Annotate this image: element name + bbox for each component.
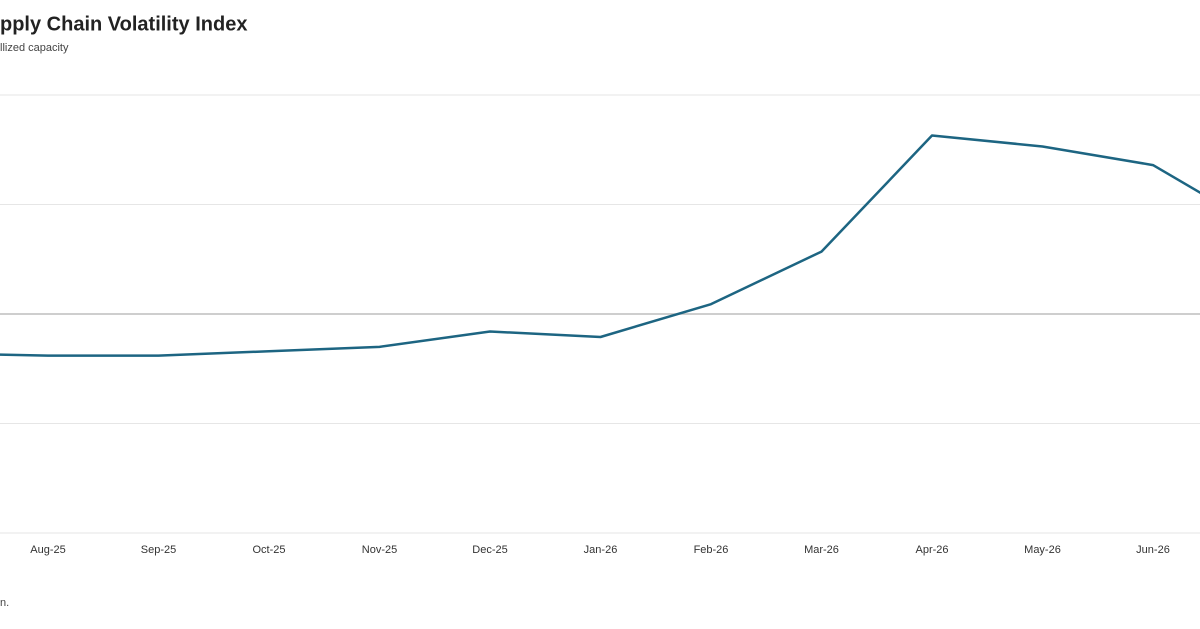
- x-tick-label: Sep-25: [141, 544, 176, 556]
- x-tick-label: Oct-25: [252, 544, 285, 556]
- x-tick-label: Jan-26: [584, 544, 618, 556]
- chart-subtitle: llized capacity: [0, 42, 69, 54]
- x-tick-label: May-26: [1024, 544, 1061, 556]
- x-tick-label: Aug-25: [30, 544, 65, 556]
- x-tick-label: Feb-26: [694, 544, 729, 556]
- x-tick-label: Apr-26: [915, 544, 948, 556]
- x-tick-label: Dec-25: [472, 544, 507, 556]
- line-series: [0, 134, 1200, 357]
- chart-title: pply Chain Volatility Index: [0, 13, 247, 35]
- chart-note: n.: [0, 597, 9, 609]
- x-tick-label: Mar-26: [804, 544, 839, 556]
- x-tick-label: Nov-25: [362, 544, 397, 556]
- x-tick-label: Jun-26: [1136, 544, 1170, 556]
